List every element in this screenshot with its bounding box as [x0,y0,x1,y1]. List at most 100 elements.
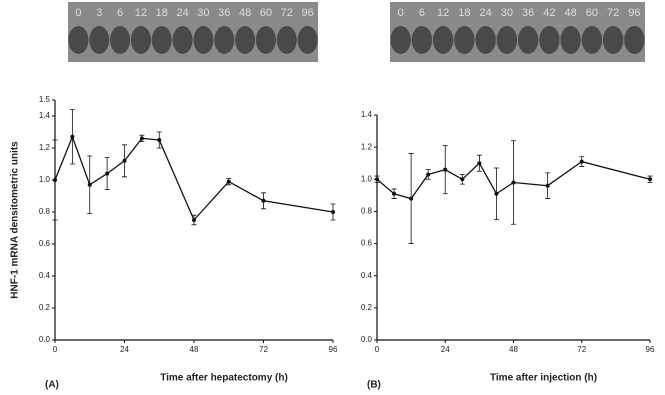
x-axis-label: Time after injection (h) [490,373,597,384]
y-tick-label: 0.8 [361,207,373,216]
lane-label: 0 [398,7,404,19]
y-tick-label: 0.6 [361,239,373,248]
x-tick-label: 0 [375,345,380,354]
blot-band [152,26,172,54]
blot-band [193,26,213,54]
data-point [70,135,74,139]
y-tick-label: 1.2 [39,143,51,152]
y-tick-label: 0.2 [39,303,51,312]
data-point [140,136,144,140]
blot-band [518,26,538,54]
lane-label: 6 [419,7,425,19]
x-tick-label: 72 [577,345,586,354]
lane-label: 30 [501,7,513,19]
data-point [53,178,57,182]
y-tick-label: 1.5 [39,95,51,104]
data-point [546,184,550,188]
y-tick-label: 0.4 [39,271,51,280]
blot-band [497,26,517,54]
x-tick-label: 48 [190,345,199,354]
data-point [157,138,161,142]
blot-band [454,26,474,54]
y-tick-label: 1.4 [361,110,373,119]
data-point [392,192,396,196]
blot-band [433,26,453,54]
lane-label: 24 [480,7,492,19]
lane-label: 24 [176,7,188,19]
x-tick-label: 72 [259,345,268,354]
blot-band [603,26,623,54]
blot-band [277,26,297,54]
lane-label: 18 [458,7,470,19]
blot-band [539,26,559,54]
y-tick-label: 0.8 [39,207,51,216]
lane-label: 60 [586,7,598,19]
data-point [648,177,652,181]
data-point [426,172,430,176]
lane-label: 6 [117,7,123,19]
lane-label: 3 [96,7,102,19]
blot-band [475,26,495,54]
blot-band [582,26,602,54]
y-tick-label: 0.2 [361,303,373,312]
x-tick-label: 24 [120,345,129,354]
lane-label: 12 [135,7,147,19]
blot-band [110,26,130,54]
blot-band [412,26,432,54]
data-point [375,177,379,181]
blot-band [390,26,410,54]
data-point [105,172,109,176]
lane-label: 48 [565,7,577,19]
panel-label: (B) [367,380,381,391]
lane-label: 72 [607,7,619,19]
y-tick-label: 1.0 [39,175,51,184]
blot-band [214,26,234,54]
lane-label: 96 [628,7,640,19]
data-point [123,159,127,163]
data-point [512,181,516,185]
lane-label: 48 [239,7,251,19]
lane-label: 60 [260,7,272,19]
blot-band [256,26,276,54]
x-tick-label: 96 [646,345,655,354]
lane-label: 0 [75,7,81,19]
blot-band [131,26,151,54]
x-tick-label: 48 [509,345,518,354]
blot-band [173,26,193,54]
x-tick-label: 96 [329,345,338,354]
data-point [262,199,266,203]
y-tick-label: 0.4 [361,271,373,280]
lane-label: 42 [543,7,555,19]
lane-label: 36 [522,7,534,19]
data-point [227,180,231,184]
data-point [192,218,196,222]
y-tick-label: 1.0 [361,174,373,183]
blot-band [89,26,109,54]
blot-band [560,26,580,54]
lane-label: 18 [156,7,168,19]
data-point [88,183,92,187]
data-point [494,192,498,196]
y-tick-label: 0.0 [361,335,373,344]
blot-band [624,26,644,54]
blot-band [68,26,88,54]
data-point [443,168,447,172]
data-point [331,210,335,214]
figure: 0361218243036486072960.00.20.40.60.81.01… [0,0,665,395]
y-axis-label: HNF-1 mRNA densitometric units [10,141,21,299]
lane-label: 12 [437,7,449,19]
lane-label: 96 [301,7,313,19]
data-point [580,160,584,164]
blot-band [235,26,255,54]
x-tick-label: 24 [441,345,450,354]
data-point [477,161,481,165]
y-tick-label: 0.0 [39,335,51,344]
y-tick-label: 1.4 [39,111,51,120]
data-point [460,177,464,181]
lane-label: 30 [197,7,209,19]
lane-label: 36 [218,7,230,19]
x-tick-label: 0 [53,345,58,354]
blot-band [298,26,318,54]
x-axis-label: Time after hepatectomy (h) [160,373,288,384]
lane-label: 72 [281,7,293,19]
